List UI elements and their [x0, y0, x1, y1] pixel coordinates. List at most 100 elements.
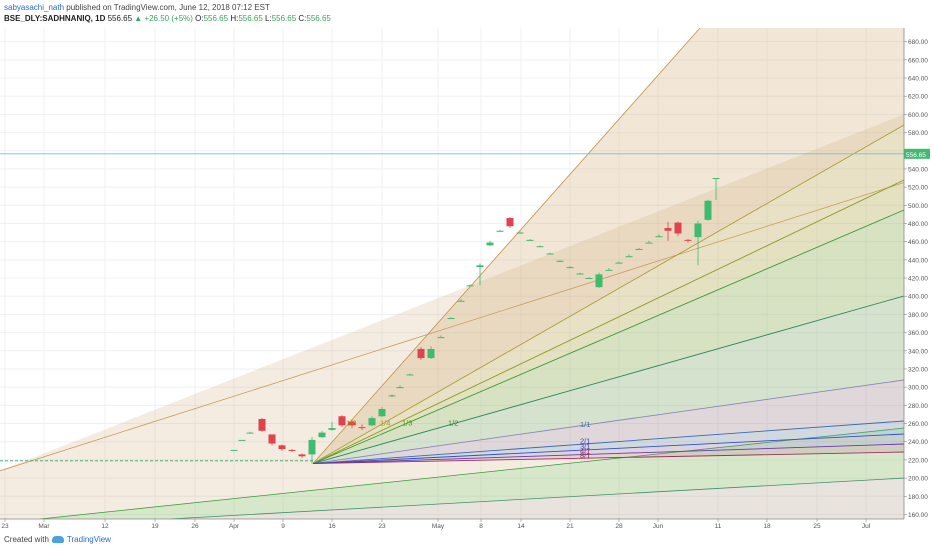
candle	[704, 199, 712, 221]
time-tick-label: Jul	[862, 523, 871, 530]
candle-body	[595, 274, 603, 288]
candle	[486, 240, 494, 247]
time-tick-label: 23	[1, 523, 9, 530]
low-value: 556.65	[271, 14, 297, 23]
open-value: 556.65	[203, 14, 229, 23]
footer: Created with TradingView	[4, 535, 111, 544]
price-tick-label: 620.00	[908, 94, 928, 101]
time-tick-label: 11	[715, 523, 722, 530]
author-link[interactable]: sabyasachi_nath	[4, 3, 65, 12]
candle-body	[417, 348, 425, 359]
time-tick-label: 8	[479, 523, 483, 530]
time-tick-label: 16	[328, 523, 336, 530]
price-tick-label: 280.00	[908, 403, 928, 410]
candle-body	[246, 432, 254, 434]
candle	[546, 252, 554, 255]
candle	[576, 272, 584, 275]
fan-line	[39, 427, 904, 519]
high-label: H:	[230, 14, 239, 23]
candle	[417, 347, 425, 360]
candle-body	[368, 418, 376, 426]
price-tick-label: 600.00	[908, 112, 928, 119]
candle-body	[278, 445, 286, 449]
candle	[378, 407, 386, 418]
candle-body	[338, 416, 346, 426]
fan-line	[0, 182, 904, 472]
price-tick-label: 320.00	[908, 366, 928, 373]
candle-body	[576, 273, 584, 275]
tradingview-brand[interactable]: TradingView	[66, 535, 111, 544]
symbol-label: BSE_DLY:SADHNANIQ, 1D	[4, 14, 106, 23]
candle	[674, 221, 682, 237]
last-price-tag	[904, 148, 930, 159]
candle	[447, 317, 455, 320]
publish-text: published on TradingView.com, June 12, 2…	[66, 3, 270, 12]
candle	[437, 335, 445, 339]
price-tick-label: 180.00	[908, 494, 928, 501]
candle	[496, 229, 504, 232]
price-tick-label: 420.00	[908, 276, 928, 283]
price-change: ▲ +26.50 (+5%)	[134, 14, 193, 23]
candle	[328, 421, 336, 431]
last-price: 556.65	[107, 14, 133, 23]
price-axis[interactable]: 160.00 180.00 200.00 220.00 240.00 260.00 280.…	[903, 0, 932, 532]
fan-label: 4/1	[580, 447, 590, 456]
candle	[246, 431, 254, 434]
candle-body	[635, 248, 643, 250]
price-tick-label: 300.00	[908, 385, 928, 392]
candles	[230, 178, 720, 464]
time-tick-label: 14	[517, 523, 525, 530]
time-tick-label: 19	[151, 523, 159, 530]
candle	[684, 238, 692, 243]
candle-body	[684, 239, 692, 241]
time-tick-label: 23	[378, 523, 386, 530]
time-tick-label: 28	[615, 523, 623, 530]
candle-body	[645, 242, 653, 244]
candle	[368, 416, 376, 427]
candle-body	[664, 228, 672, 231]
candle	[466, 284, 474, 287]
candle	[406, 373, 414, 376]
candle	[358, 424, 366, 430]
candle-body	[298, 454, 306, 457]
fan-label: 1/4	[380, 418, 390, 427]
candle	[712, 178, 720, 200]
fan-area	[170, 478, 904, 519]
fan-line	[312, 451, 904, 464]
price-tick-label: 660.00	[908, 57, 928, 64]
fan-label: 3/1	[580, 442, 590, 451]
price-chart[interactable]: 1/8 1/4 1/3 1/2 1/1 2/13/14/18/1 160.00 180.00…	[0, 0, 932, 532]
time-tick-label: 12	[101, 523, 109, 530]
candle	[615, 261, 623, 264]
candle	[427, 346, 435, 359]
time-axis[interactable]: 23 Mar 12 19 26 Apr 9 16 23 May 8 14 21 28 Jun 11 18 25 Ju…	[0, 518, 904, 532]
fan-line	[312, 433, 904, 464]
fan-label: 8/1	[580, 451, 590, 460]
candle-body	[536, 246, 544, 248]
fan-labels: 1/8 1/4 1/3 1/2 1/1 2/13/14/18/1	[346, 418, 590, 460]
time-tick-label: Jun	[653, 523, 664, 530]
candle	[635, 248, 643, 250]
fan-line	[312, 28, 701, 464]
time-tick-label: 25	[813, 523, 821, 530]
price-tick-label: 340.00	[908, 348, 928, 355]
price-tick-label: 160.00	[908, 512, 928, 519]
grid	[0, 28, 904, 519]
fan-line	[312, 443, 904, 464]
candle	[605, 268, 613, 271]
candle-body	[457, 300, 465, 302]
price-tick-label: 640.00	[908, 76, 928, 83]
candle-body	[466, 285, 474, 287]
candle-body	[476, 265, 484, 268]
candle-body	[674, 222, 682, 234]
candle-body	[396, 387, 404, 389]
price-tick-label: 540.00	[908, 166, 928, 173]
fan-area	[0, 114, 904, 519]
candle-body	[704, 200, 712, 220]
candle	[278, 444, 286, 451]
candle-body	[358, 427, 366, 429]
candle-body	[288, 449, 296, 451]
candle	[258, 418, 266, 432]
time-tick-label: Mar	[38, 523, 50, 530]
publish-info: sabyasachi_nath published on TradingView…	[4, 3, 270, 12]
